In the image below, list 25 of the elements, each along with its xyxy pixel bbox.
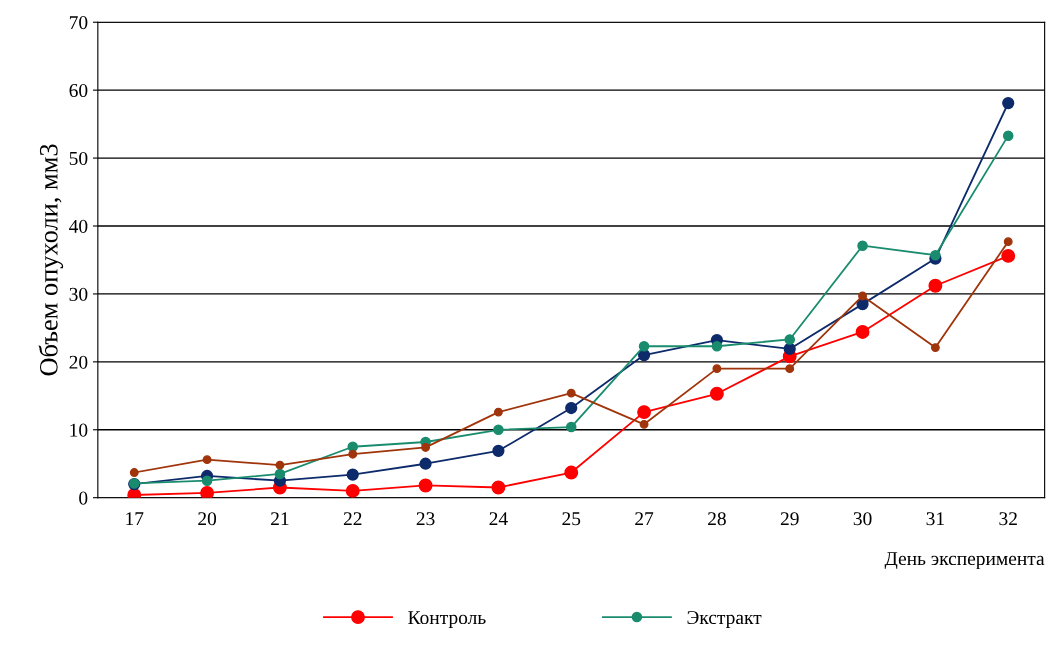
- y-tick-label: 20: [69, 355, 88, 369]
- legend-label: Экстракт: [687, 611, 762, 629]
- legend-label: Контроль: [408, 611, 486, 629]
- x-tick-label: 32: [999, 512, 1017, 526]
- y-axis-title: Объем опухоли, мм3: [38, 144, 64, 376]
- x-tick-label: 28: [708, 512, 726, 526]
- x-tick-label: 22: [343, 512, 362, 526]
- x-tick-label: 27: [635, 512, 654, 526]
- y-tick-label: 50: [69, 151, 88, 166]
- y-tick-label: 60: [69, 83, 88, 98]
- x-tick-label: 29: [780, 512, 799, 526]
- y-tick-label: 30: [69, 287, 88, 301]
- x-tick-label: 20: [198, 512, 217, 526]
- x-tick-label: 24: [489, 512, 508, 526]
- x-axis-title: День эксперимента: [884, 552, 1045, 570]
- x-tick-label: 31: [926, 512, 944, 526]
- x-tick-label: 23: [416, 512, 435, 526]
- y-tick-label: 0: [79, 491, 88, 505]
- x-tick-label: 21: [271, 512, 289, 526]
- y-tick-label: 70: [69, 16, 88, 30]
- y-tick-label: 10: [70, 423, 88, 437]
- x-tick-label: 17: [126, 512, 144, 526]
- x-tick-label: 25: [562, 512, 581, 526]
- y-tick-label: 40: [69, 219, 88, 233]
- x-tick-label: 30: [853, 512, 872, 526]
